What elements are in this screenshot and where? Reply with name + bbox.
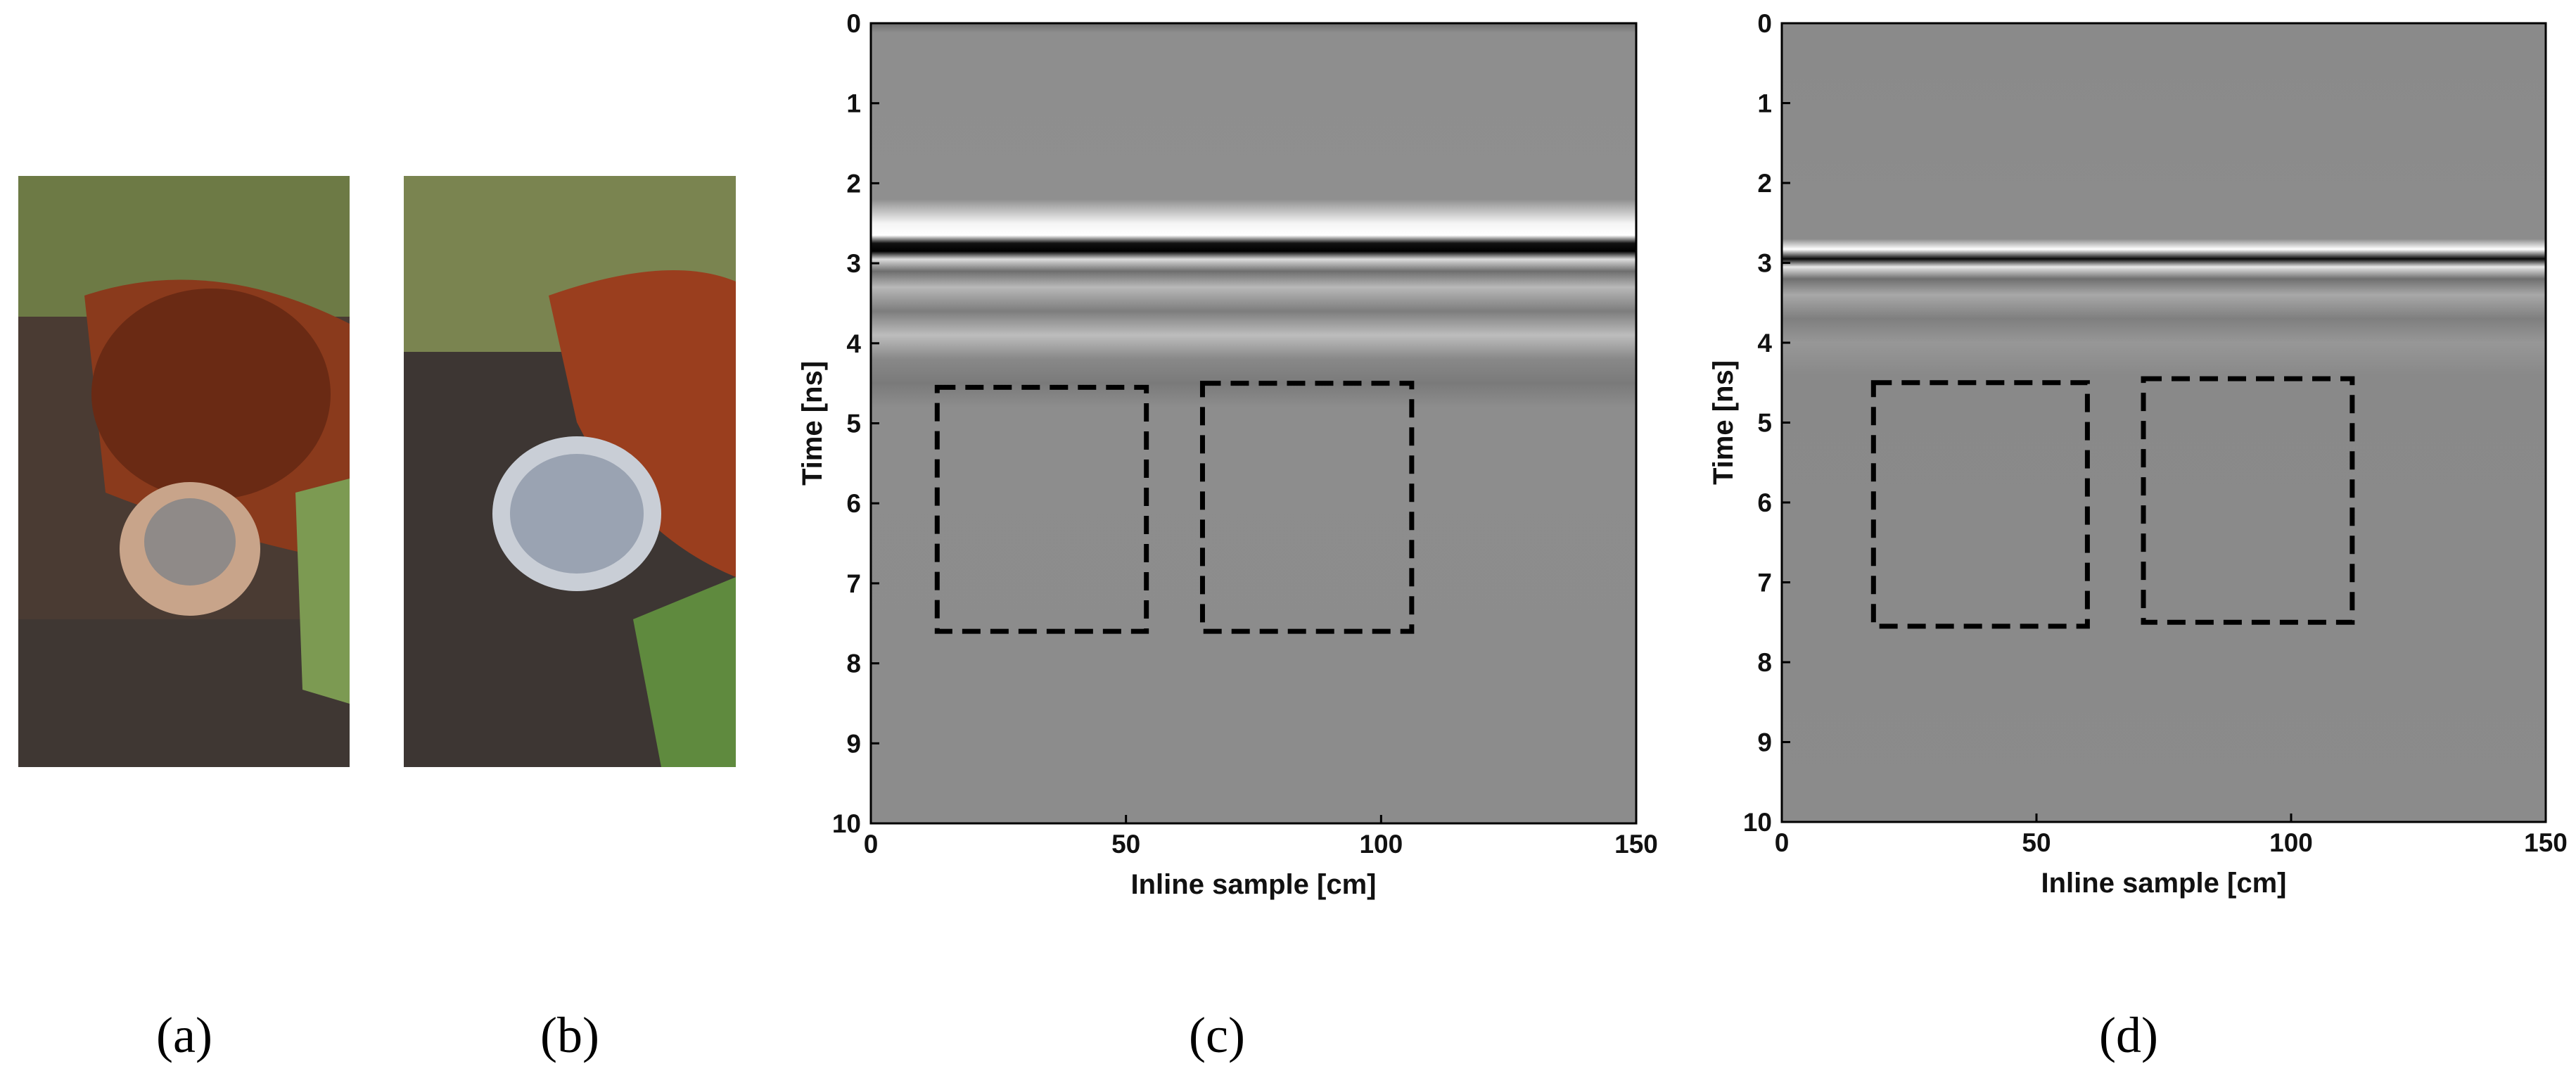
x-axis-label: Inline sample [cm] (2041, 868, 2287, 899)
photo-b (404, 176, 736, 767)
y-tick-label: 3 (1757, 249, 1772, 278)
y-tick-label: 4 (1757, 329, 1772, 357)
caption: (c) (1189, 1007, 1245, 1063)
radargram-image (1782, 23, 2546, 822)
y-tick-label: 5 (1757, 409, 1772, 438)
x-tick-label: 150 (2524, 828, 2568, 857)
y-tick-label: 7 (846, 569, 861, 598)
y-tick-label: 1 (846, 89, 861, 118)
y-axis-label: Time [ns] (1708, 360, 1739, 485)
y-tick-label: 8 (846, 650, 861, 678)
x-tick-label: 150 (1614, 830, 1658, 859)
y-tick-label: 6 (846, 489, 861, 518)
caption: (d) (2099, 1007, 2158, 1063)
x-tick-label: 100 (1359, 830, 1403, 859)
caption: (a) (156, 1007, 212, 1063)
radargram-image (871, 23, 1636, 823)
y-tick-label: 5 (846, 410, 861, 438)
x-tick-label: 0 (864, 830, 879, 859)
y-tick-label: 9 (1757, 728, 1772, 757)
y-tick-label: 2 (846, 169, 861, 198)
y-tick-label: 0 (846, 9, 861, 38)
y-tick-label: 1 (1757, 89, 1772, 118)
x-tick-label: 50 (2022, 828, 2051, 857)
y-axis-label: Time [ns] (797, 361, 828, 486)
y-tick-label: 10 (1743, 808, 1772, 837)
x-tick-label: 100 (2269, 828, 2313, 857)
dashed-box (1199, 381, 1415, 634)
caption: (b) (540, 1007, 599, 1063)
dashed-box (1870, 380, 2090, 629)
y-tick-label: 2 (1757, 169, 1772, 198)
y-tick-label: 3 (846, 249, 861, 278)
y-tick-label: 9 (846, 729, 861, 758)
x-tick-label: 50 (1111, 830, 1140, 859)
y-tick-label: 4 (846, 329, 861, 358)
x-tick-label: 0 (1775, 828, 1790, 857)
photo-a (18, 176, 350, 767)
y-tick-label: 7 (1757, 569, 1772, 597)
x-axis-label: Inline sample [cm] (1131, 869, 1377, 900)
y-tick-label: 10 (832, 809, 861, 838)
y-tick-label: 0 (1757, 9, 1772, 38)
y-tick-label: 6 (1757, 488, 1772, 517)
y-tick-label: 8 (1757, 648, 1772, 677)
